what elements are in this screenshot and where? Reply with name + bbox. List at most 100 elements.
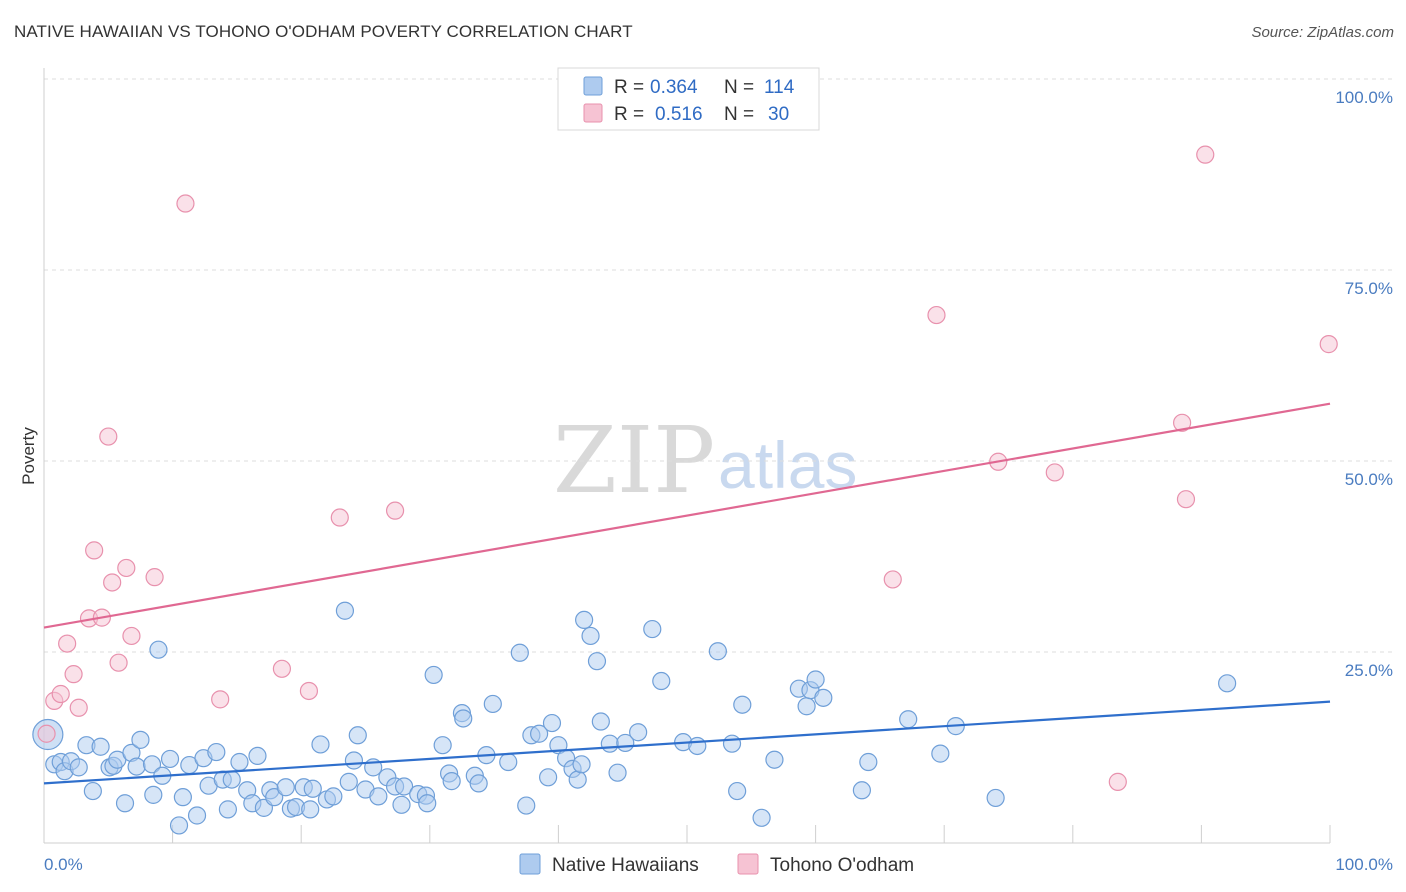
point-tohono-oodham-2 <box>51 684 70 704</box>
point-native-hawaiians-71 <box>499 752 518 772</box>
point-tohono-oodham-10 <box>103 573 122 592</box>
trend-line-tohono-oodham <box>43 402 1331 629</box>
legend-swatch-pink <box>583 103 603 123</box>
legend-r-value-0: 0.364 <box>650 77 698 98</box>
point-native-hawaiians-94 <box>688 736 707 756</box>
point-native-hawaiians-20 <box>160 749 180 769</box>
point-native-hawaiians-95 <box>708 642 727 661</box>
point-native-hawaiians-90 <box>629 723 648 742</box>
point-native-hawaiians-70 <box>483 694 502 714</box>
legend-r-value-1: 0.516 <box>655 104 703 125</box>
point-native-hawaiians-87 <box>600 734 619 753</box>
legend-swatch-blue <box>583 76 603 96</box>
bottom-legend-label-0: Native Hawaiians <box>552 855 699 876</box>
point-tohono-oodham-25 <box>1108 772 1127 791</box>
point-native-hawaiians-62 <box>433 736 452 755</box>
point-tohono-oodham-29 <box>1319 335 1338 354</box>
point-tohono-oodham-27 <box>1176 490 1196 509</box>
point-native-hawaiians-50 <box>348 726 367 745</box>
point-native-hawaiians-5 <box>69 758 88 777</box>
point-native-hawaiians-88 <box>608 763 627 782</box>
point-native-hawaiians-53 <box>369 787 388 806</box>
point-tohono-oodham-17 <box>272 659 292 678</box>
point-native-hawaiians-43 <box>303 779 322 798</box>
point-native-hawaiians-31 <box>230 752 249 772</box>
point-native-hawaiians-42 <box>301 800 320 819</box>
point-native-hawaiians-75 <box>530 724 549 743</box>
point-native-hawaiians-30 <box>222 770 241 789</box>
point-tohono-oodham-15 <box>176 194 195 213</box>
point-native-hawaiians-111 <box>986 788 1005 808</box>
source-label: Source: ZipAtlas.com <box>1251 24 1394 41</box>
y-tick-label-2: 75.0% <box>1345 279 1393 298</box>
legend-n-value-0: 114 <box>764 77 795 98</box>
point-native-hawaiians-48 <box>339 772 358 791</box>
point-native-hawaiians-72 <box>510 643 529 662</box>
legend-n-value-1: 30 <box>768 104 789 125</box>
point-native-hawaiians-77 <box>542 713 562 733</box>
point-native-hawaiians-109 <box>931 744 950 763</box>
point-tohono-oodham-13 <box>122 626 141 646</box>
point-native-hawaiians-73 <box>517 796 536 815</box>
y-axis-title: Poverty <box>19 427 38 485</box>
point-native-hawaiians-57 <box>394 777 414 796</box>
point-native-hawaiians-8 <box>91 737 110 756</box>
watermark-atlas: atlas <box>718 428 857 502</box>
point-tohono-oodham-14 <box>145 568 164 587</box>
point-native-hawaiians-66 <box>454 709 473 728</box>
point-tohono-oodham-11 <box>109 653 128 672</box>
point-native-hawaiians-56 <box>392 795 411 814</box>
point-native-hawaiians-82 <box>572 755 591 774</box>
x-tick-labels: 0.0% 100.0% <box>44 855 1393 874</box>
axes <box>43 68 1331 844</box>
point-tohono-oodham-21 <box>883 570 902 589</box>
point-tohono-oodham-18 <box>299 681 319 701</box>
point-native-hawaiians-68 <box>469 774 488 793</box>
point-native-hawaiians-112 <box>1218 674 1237 693</box>
point-native-hawaiians-61 <box>424 665 443 685</box>
legend-r-label-0: R = <box>614 77 644 98</box>
point-native-hawaiians-46 <box>324 787 343 806</box>
point-native-hawaiians-49 <box>344 751 364 770</box>
point-native-hawaiians-86 <box>591 712 610 731</box>
point-tohono-oodham-20 <box>385 501 405 520</box>
point-native-hawaiians-96 <box>722 734 742 753</box>
chart-title: NATIVE HAWAIIAN VS TOHONO O'ODHAM POVERT… <box>14 22 633 41</box>
point-native-hawaiians-85 <box>587 652 607 671</box>
bottom-legend: Native Hawaiians Tohono O'odham <box>519 853 914 876</box>
point-native-hawaiians-7 <box>83 781 102 801</box>
trend-line-native-hawaiians <box>43 700 1331 785</box>
point-native-hawaiians-12 <box>115 794 135 813</box>
grid <box>44 78 1392 653</box>
y-tick-label-0: 25.0% <box>1345 661 1393 680</box>
point-native-hawaiians-99 <box>752 808 771 827</box>
legend-n-label-0: N = <box>724 77 754 98</box>
legend-n-label-1: N = <box>724 104 754 125</box>
point-native-hawaiians-27 <box>207 742 226 762</box>
point-tohono-oodham-7 <box>85 541 104 560</box>
point-tohono-oodham-24 <box>1045 463 1064 482</box>
legend-r-label-1: R = <box>614 104 644 125</box>
series-tohono-oodham <box>37 145 1338 791</box>
point-native-hawaiians-97 <box>728 781 747 801</box>
point-native-hawaiians-44 <box>311 735 330 754</box>
point-tohono-oodham-9 <box>99 427 118 446</box>
point-tohono-oodham-22 <box>927 305 946 325</box>
point-native-hawaiians-34 <box>248 746 267 766</box>
point-tohono-oodham-0 <box>37 724 56 743</box>
bottom-legend-label-1: Tohono O'odham <box>770 855 914 876</box>
point-tohono-oodham-12 <box>117 558 136 578</box>
point-native-hawaiians-24 <box>187 806 207 825</box>
y-tick-label-3: 100.0% <box>1335 88 1393 107</box>
point-native-hawaiians-22 <box>173 788 192 807</box>
point-tohono-oodham-4 <box>64 665 83 684</box>
point-native-hawaiians-92 <box>652 671 671 691</box>
legend: R = 0.364 N = 114 R = 0.516 N = 30 <box>557 67 820 131</box>
bottom-legend-swatch-blue <box>519 853 541 875</box>
point-native-hawaiians-106 <box>852 781 871 800</box>
point-native-hawaiians-18 <box>149 640 168 659</box>
point-tohono-oodham-3 <box>58 634 77 653</box>
point-tohono-oodham-28 <box>1196 145 1215 164</box>
point-native-hawaiians-64 <box>442 772 461 791</box>
